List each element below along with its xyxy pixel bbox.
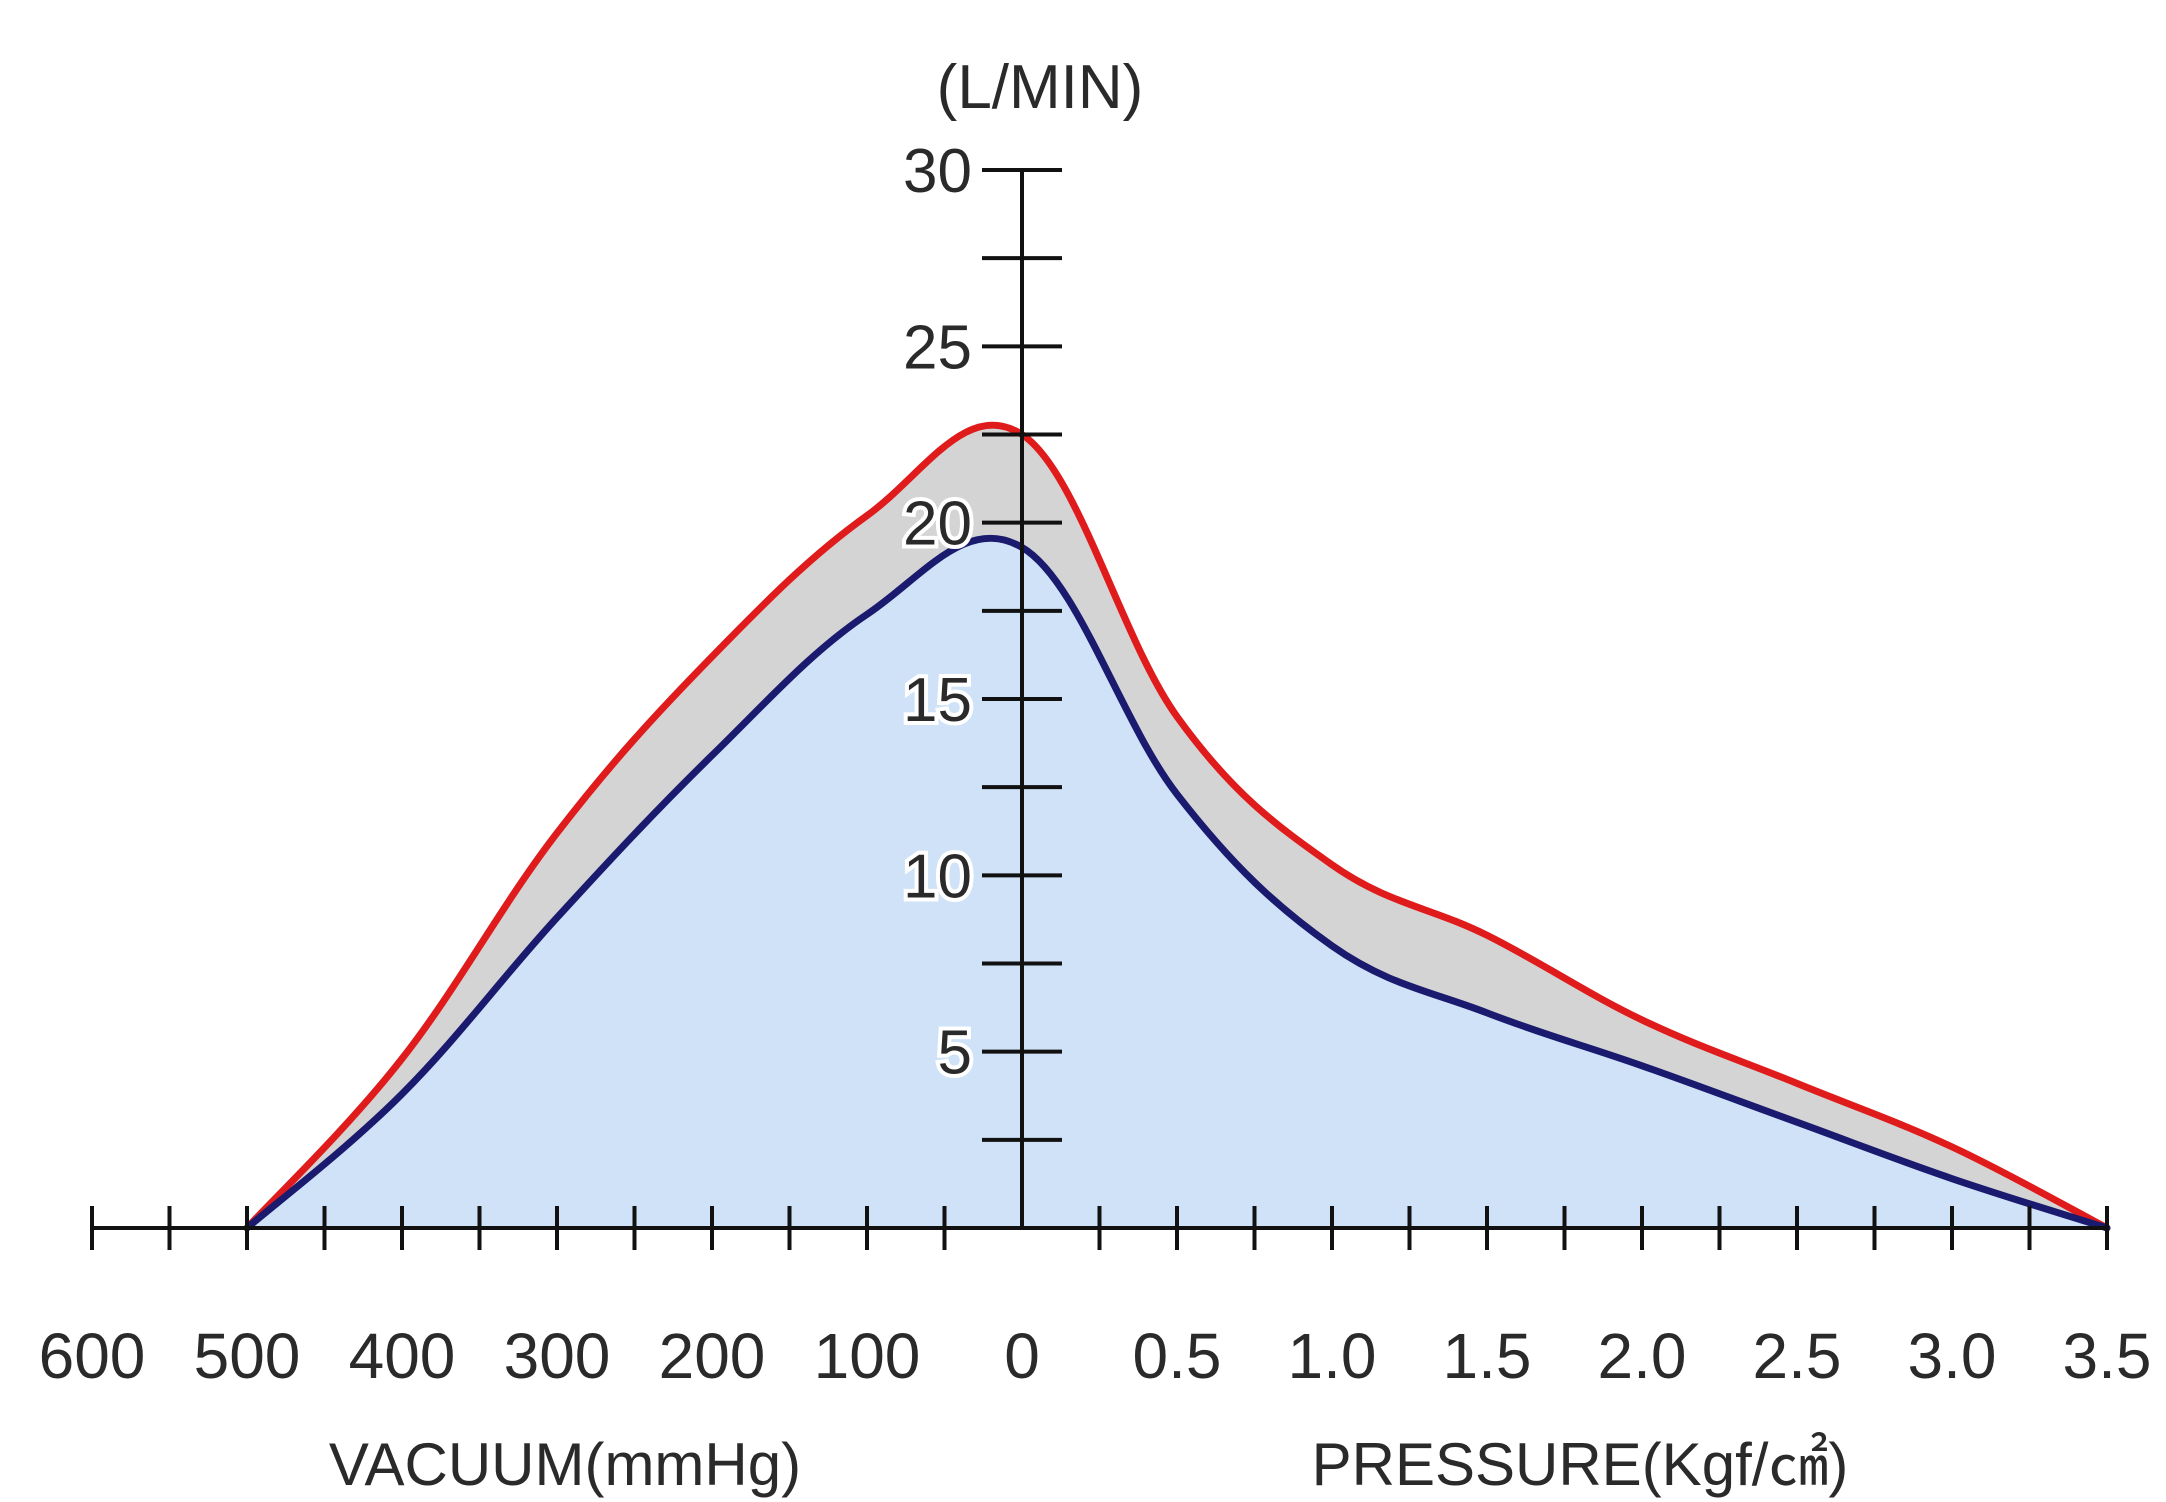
pressure-tick-label: 0.5 [1133, 1320, 1222, 1392]
vacuum-tick-label: 300 [504, 1320, 611, 1392]
pressure-tick-label: 3.5 [2063, 1320, 2152, 1392]
pressure-tick-label: 2.5 [1753, 1320, 1842, 1392]
pressure-tick-label: 1.0 [1288, 1320, 1377, 1392]
y-tick-label: 25 [903, 313, 972, 382]
y-tick-label: 5 [938, 1019, 972, 1088]
y-tick-label: 10 [903, 842, 972, 911]
y-unit-label: (L/MIN) [937, 53, 1144, 122]
zero-tick-label: 0 [1004, 1320, 1040, 1392]
vacuum-tick-label: 100 [814, 1320, 921, 1392]
pressure-tick-label: 3.0 [1908, 1320, 1997, 1392]
vacuum-tick-label: 600 [39, 1320, 146, 1392]
series-2-area [247, 538, 2107, 1228]
series-2-line [243, 534, 2111, 1232]
y-tick-label: 15 [903, 666, 972, 735]
series-1-line [243, 421, 2111, 1232]
pressure-tick-label: 1.5 [1443, 1320, 1532, 1392]
series-fills [247, 425, 2107, 1228]
pressure-tick-label: 2.0 [1598, 1320, 1687, 1392]
vacuum-tick-label: 400 [349, 1320, 456, 1392]
axes [90, 168, 2109, 1250]
y-tick-label: 30 [903, 137, 972, 206]
vacuum-tick-label: 200 [659, 1320, 766, 1392]
pressure-axis-title: PRESSURE(Kgf/㎠) [1312, 1431, 1849, 1498]
y-tick-label: 20 [903, 490, 972, 559]
vacuum-tick-label: 500 [194, 1320, 301, 1392]
vacuum-axis-title: VACUUM(mmHg) [329, 1431, 801, 1498]
tick-labels: 5 10 15 20 25 30 600 500 400 300 200 100 0 0.5 1.0 1.5 2… [39, 133, 2152, 1392]
series-lines [243, 421, 2111, 1232]
